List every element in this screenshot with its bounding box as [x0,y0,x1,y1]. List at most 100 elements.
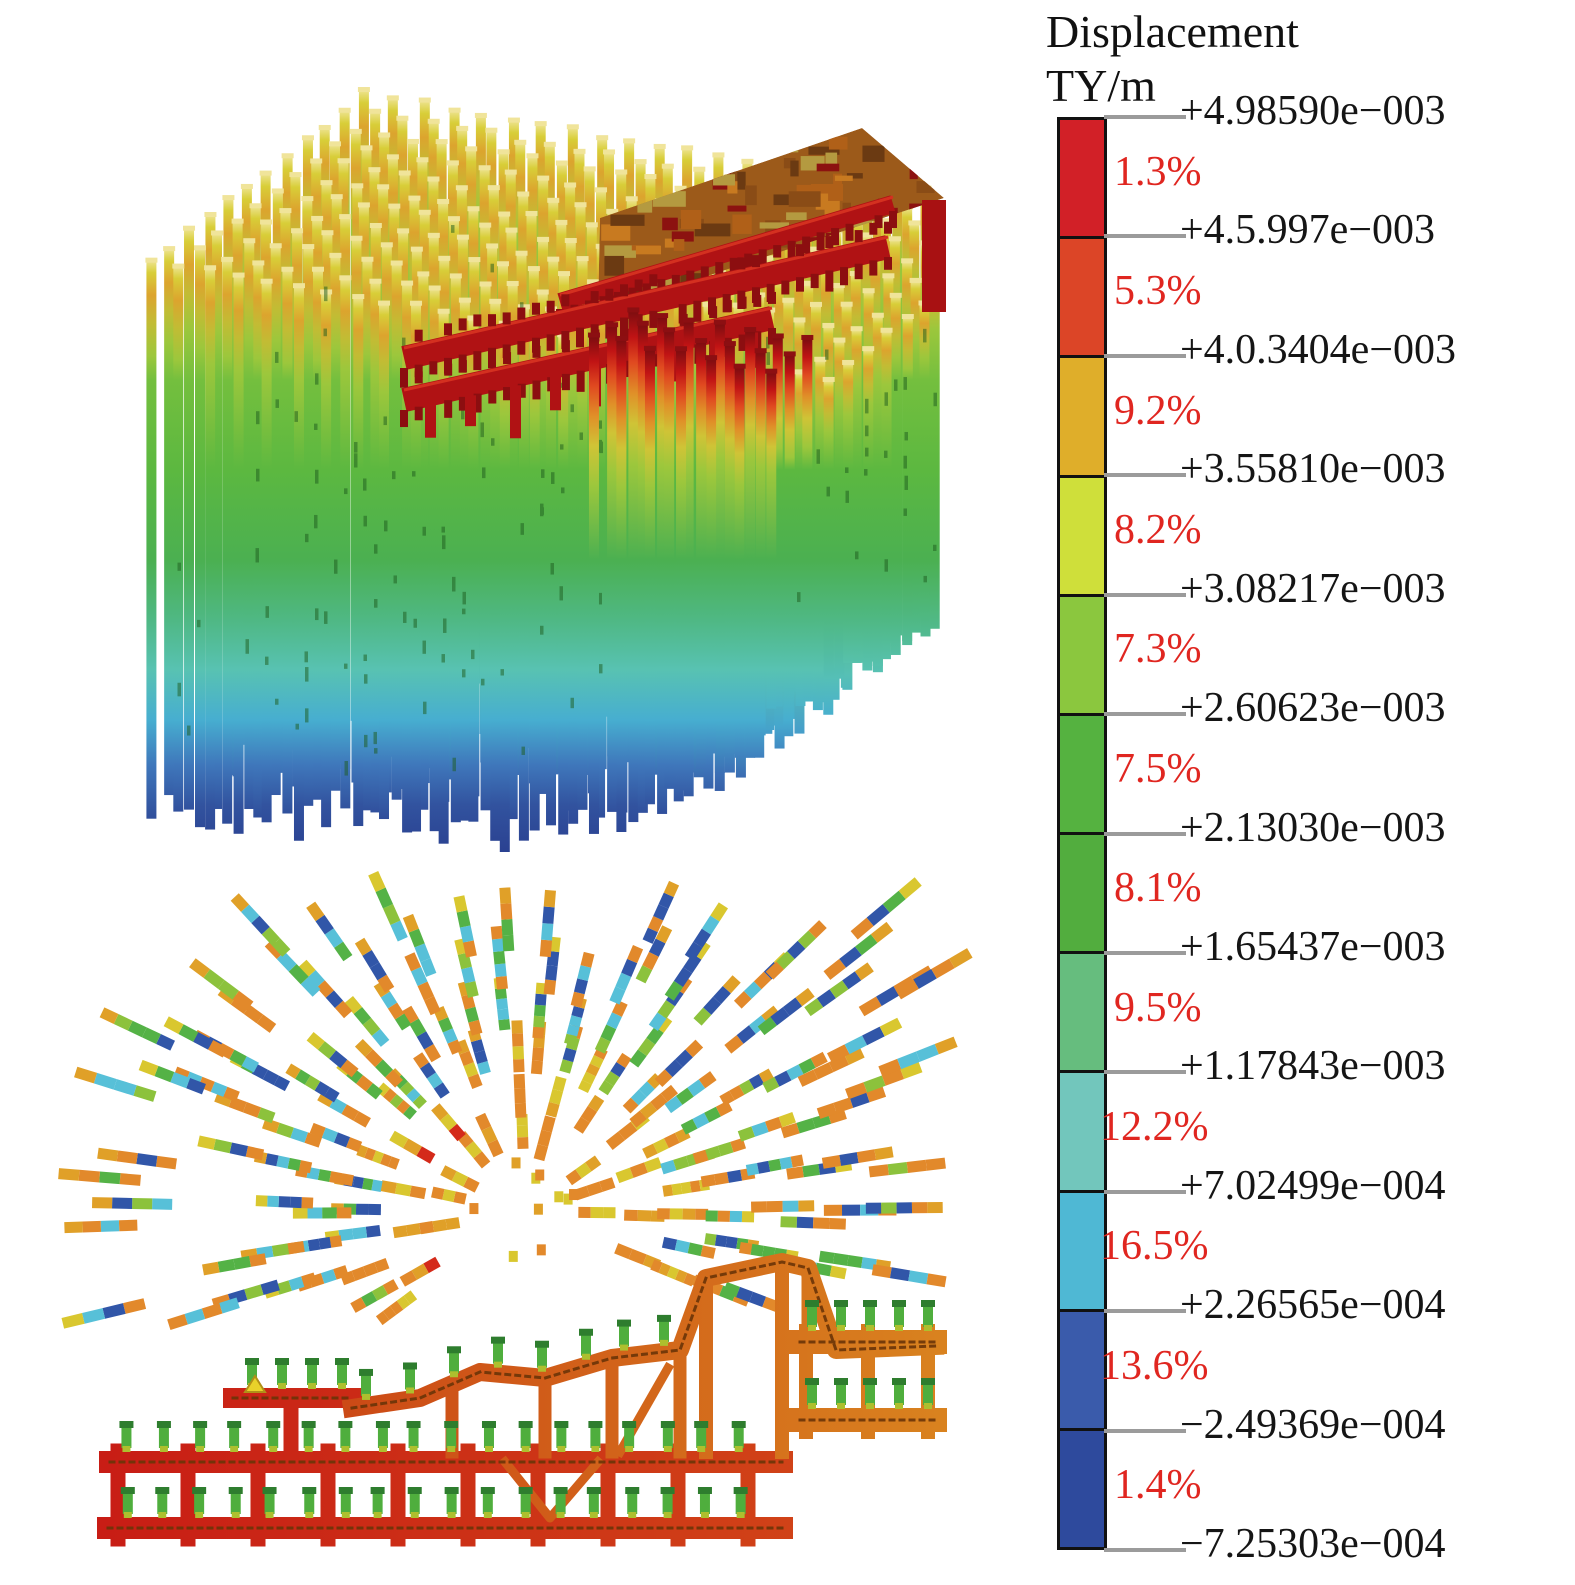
vector-arrow-seg [693,1007,712,1026]
beam-tooth [634,314,643,328]
pile [558,336,569,835]
vector-arrow-seg [233,1256,251,1270]
pile-cap [289,172,302,178]
vector-arrow-seg [334,941,353,962]
vector-arrow-seg [829,980,849,999]
vector-arrow-seg [642,927,658,944]
vector-arrow-seg [887,1162,908,1176]
vector-arrow-seg [782,997,803,1016]
vector-arrow-seg [786,1166,804,1180]
speckle [452,757,456,772]
vector-arrow-seg [700,1245,716,1259]
vector-arrow-seg [167,1314,188,1330]
pile-cap [352,294,365,300]
speckle [245,639,249,654]
pile-cap [761,255,774,261]
vector-arrow-seg [847,1255,863,1269]
speckle [904,475,908,490]
vector-arrow-seg [353,1111,371,1128]
vector-arrow-seg [531,1047,545,1062]
pile-cap [615,335,628,341]
vector-arrow-seg [705,1145,721,1161]
pile [529,329,540,831]
vector-arrow-seg [365,1049,383,1068]
pile [146,261,157,819]
pile [766,372,777,709]
beam-tooth [488,347,496,369]
speckle [865,447,869,457]
vector-arrow-seg [701,915,720,935]
vector-arrow-seg [399,1081,415,1096]
speckle [599,441,603,454]
pile-cap [627,307,640,313]
vector-arrow-seg [749,1291,767,1308]
pile-cap [681,145,694,151]
vector-arrow-seg [541,923,554,941]
speckle [441,654,445,663]
vector-arrow-seg [202,1261,220,1276]
vector-arrow-seg [713,1171,729,1186]
pile-cap [908,220,921,226]
vector-arrow-seg [657,999,676,1019]
vector-arrow-seg [356,1075,373,1092]
vector-arrow-seg [362,950,380,969]
pile [195,249,206,828]
speckle [797,592,801,603]
pile-cap [222,195,235,201]
vector-arrow-seg [674,1239,691,1254]
speckle [323,328,327,337]
vector-arrow-seg [271,1243,290,1257]
vector-arrow-seg [778,1112,796,1128]
vector-arrow-seg [798,1058,816,1075]
beam-edge [403,306,773,392]
beam-tooth [400,375,408,388]
vector-arrow-seg [818,1250,835,1264]
beam-post [550,376,561,411]
pile-cap [240,183,253,189]
pile-cap [822,376,835,382]
vector-arrow-seg [796,1216,814,1229]
displacement-vector-view [58,871,973,1547]
speckle [324,611,328,624]
speckle [923,575,927,583]
vector-arrow-seg [573,978,588,995]
pile-cap [744,327,757,333]
vector-arrow-seg [758,1068,775,1084]
vector-arrow-seg [875,1259,891,1273]
pile-cap [279,208,292,214]
pile [724,345,735,773]
beam-tooth [816,232,825,251]
speckle [570,697,574,709]
beam-tooth [444,400,453,418]
vector-arrow-seg [589,1055,604,1069]
raft-block [909,163,918,180]
vector-arrow-seg [680,1118,698,1135]
vector-arrow-seg [926,1273,947,1288]
vector-arrow-seg [440,1165,457,1181]
beam-tooth [517,307,526,320]
vector-arrow-seg [389,1094,404,1109]
pile-cap [527,266,540,272]
beam-tooth [532,337,540,353]
vector-arrow-seg [352,1176,364,1189]
speckle [363,654,367,662]
vector-arrow-seg [863,1075,886,1093]
pile [459,301,470,821]
beam-tooth [753,294,762,307]
vector-arrow-seg [829,1218,847,1230]
raft-block [742,128,754,143]
raft-block [916,181,935,194]
pile-cap [301,135,314,141]
beam-tooth [590,291,599,304]
vector-arrow-seg [635,965,653,984]
vector-arrow-seg [628,1248,647,1265]
vector-arrow-seg [362,1177,374,1191]
pile-cap [428,285,441,291]
pile [282,270,293,814]
speckle [520,302,524,313]
speckle [354,456,358,468]
pile-cap [487,185,500,191]
vector-arrow-seg [776,951,795,970]
vector-arrow-seg [733,991,752,1009]
